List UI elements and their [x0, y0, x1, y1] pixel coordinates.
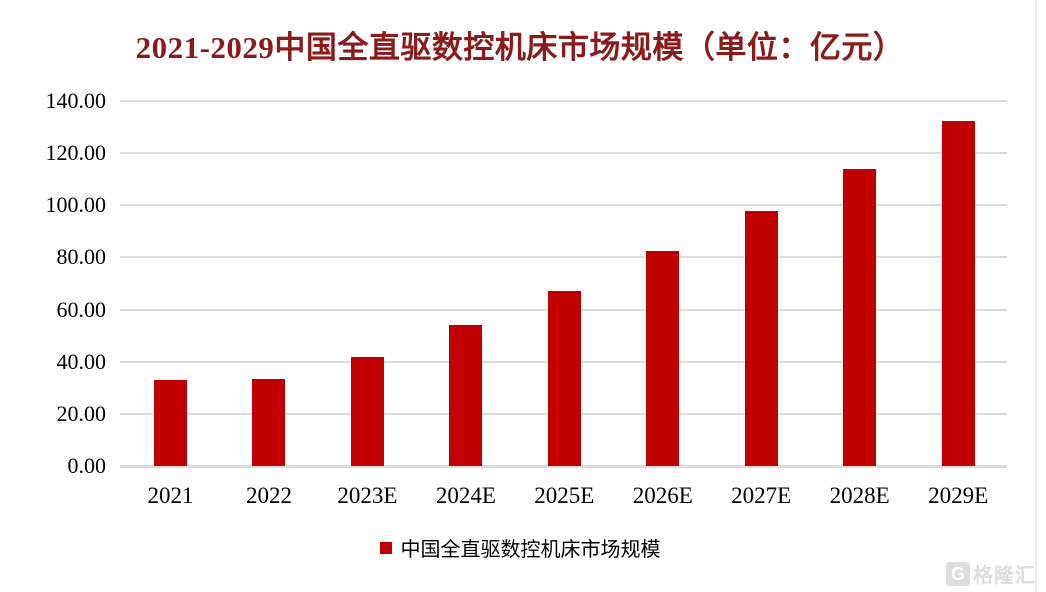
- x-axis-tick-label: 2022: [245, 483, 292, 508]
- bar-2021: [154, 379, 187, 466]
- gridline: [120, 100, 1007, 102]
- legend-marker-icon: [379, 541, 392, 554]
- y-axis-tick-label: 20.00: [56, 400, 107, 426]
- x-axis-tick-label: 2027E: [731, 483, 792, 508]
- y-axis-tick-label: 60.00: [56, 296, 107, 322]
- gridline: [120, 204, 1007, 207]
- x-axis-tick-label: 2029E: [928, 483, 989, 508]
- right-border-line: [1035, 0, 1037, 592]
- watermark-text: 格隆汇: [973, 565, 1036, 587]
- y-axis-tick-label: 120.00: [45, 140, 107, 166]
- bar-2024E: [449, 325, 483, 466]
- bar-2022: [252, 378, 286, 466]
- bar-2023E: [350, 356, 384, 466]
- y-axis-tick-label: 140.00: [45, 88, 107, 113]
- gridline: [120, 256, 1007, 259]
- gelonghui-logo-icon: G: [946, 561, 970, 586]
- legend: 中国全直驱数控机床市场规模: [0, 533, 1040, 562]
- bar-2026E: [646, 250, 680, 466]
- bar-2025E: [547, 291, 581, 466]
- chart-title: 2021-2029中国全直驱数控机床市场规模（单位：亿元）: [135, 30, 905, 65]
- x-axis-tick-label: 2024E: [435, 483, 496, 508]
- x-axis-tick-label: 2025E: [534, 483, 595, 508]
- gridline: [120, 152, 1007, 155]
- y-axis-tick-label: 0.00: [67, 453, 107, 478]
- bar-2027E: [744, 210, 778, 466]
- y-axis-tick-label: 40.00: [56, 348, 107, 374]
- y-axis-tick-label: 80.00: [56, 244, 107, 270]
- bar-2029E: [941, 120, 975, 466]
- x-axis-tick-label: 2021: [147, 483, 194, 508]
- x-axis-line: [120, 465, 1007, 468]
- x-axis-tick-label: 2026E: [632, 483, 693, 508]
- y-axis-tick-label: 100.00: [45, 192, 107, 218]
- legend-label: 中国全直驱数控机床市场规模: [400, 539, 661, 561]
- gelonghui-watermark: G 格隆汇: [946, 559, 1036, 588]
- x-axis-tick-label: 2023E: [337, 483, 398, 508]
- bar-2028E: [843, 168, 877, 466]
- x-axis-tick-label: 2028E: [829, 483, 890, 508]
- plot-area: 0.00 20.00 40.00 60.00 80.00 100.00 120.00 140.…: [46, 88, 1007, 508]
